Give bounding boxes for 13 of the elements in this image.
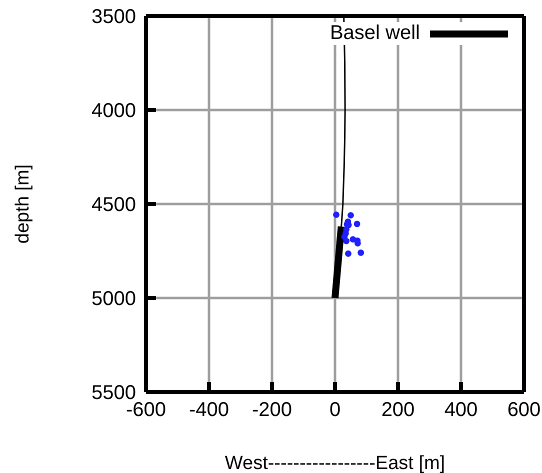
y-tick-label: 4000 — [92, 100, 136, 122]
y-axis-title: depth [m] — [12, 164, 34, 244]
y-tick-label: 5000 — [92, 288, 136, 310]
legend-label: Basel well — [330, 22, 420, 45]
x-tick-label: 0 — [329, 399, 341, 422]
x-tick-label: -400 — [188, 399, 230, 422]
x-tick-label: 200 — [381, 399, 415, 422]
y-tick-label: 3500 — [92, 6, 136, 28]
y-tick-label: 4500 — [92, 194, 136, 216]
x-tick-label: 600 — [507, 399, 541, 422]
x-tick-label: 400 — [444, 399, 478, 422]
x-tick-label: -200 — [252, 399, 292, 422]
x-axis-title: West-----------------East [m] — [224, 453, 446, 473]
